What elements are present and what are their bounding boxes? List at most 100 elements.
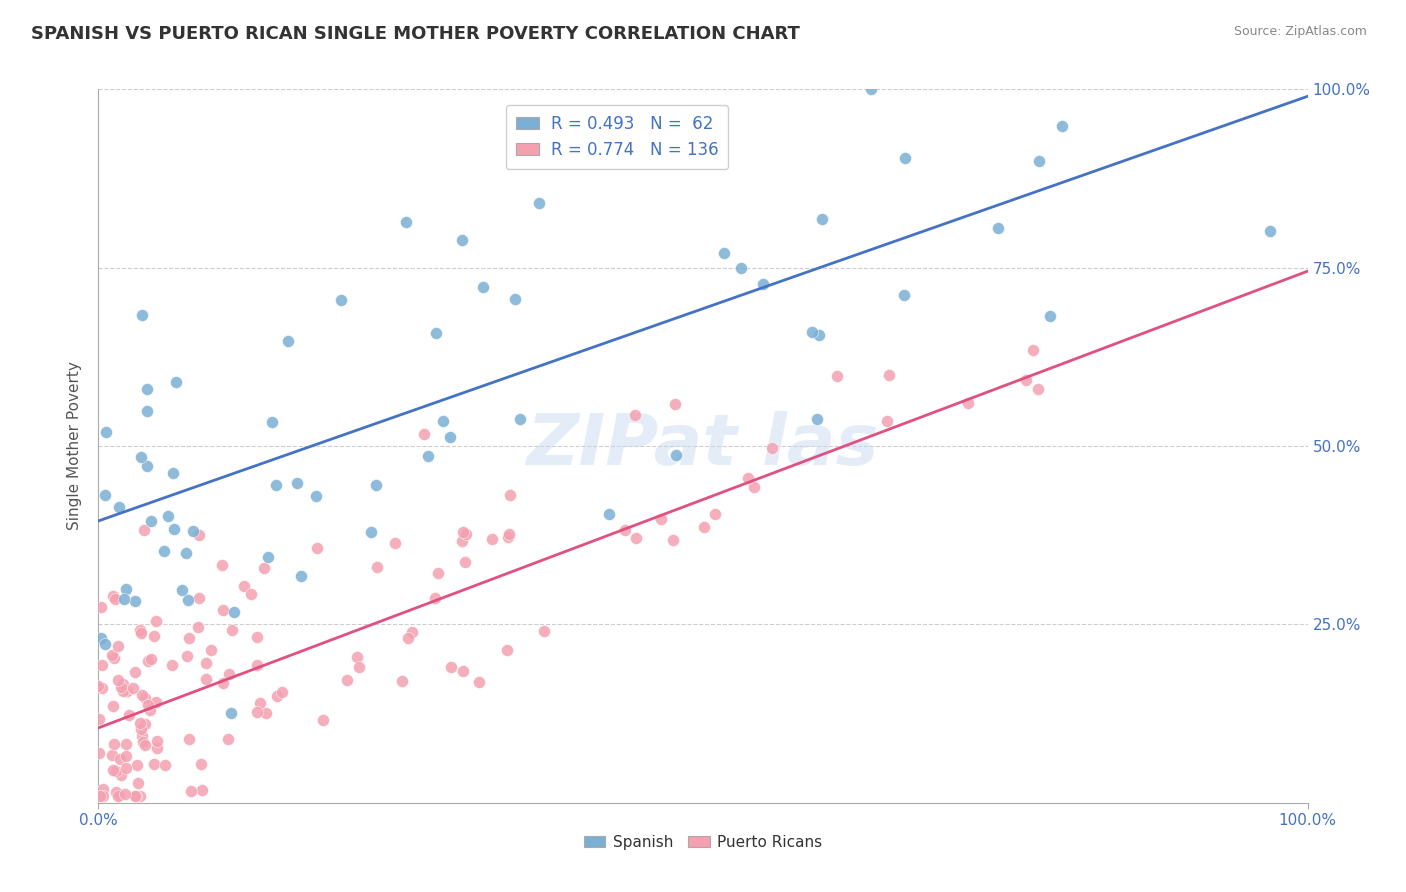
Point <box>142 629 165 643</box>
Point <box>104 592 127 607</box>
Point <box>124 594 146 608</box>
Point <box>481 532 503 546</box>
Point <box>454 555 477 569</box>
Point <box>472 279 495 293</box>
Point <box>533 624 555 638</box>
Point <box>188 528 211 542</box>
Point <box>364 477 387 491</box>
Point <box>221 623 243 637</box>
Point <box>115 737 138 751</box>
Point <box>467 675 489 690</box>
Point <box>153 544 176 558</box>
Text: SPANISH VS PUERTO RICAN SINGLE MOTHER POVERTY CORRELATION CHART: SPANISH VS PUERTO RICAN SINGLE MOTHER PO… <box>31 25 800 43</box>
Point <box>110 680 132 694</box>
Point <box>132 523 155 537</box>
Point <box>114 787 136 801</box>
Point <box>454 526 477 541</box>
Point <box>108 752 131 766</box>
Point <box>176 546 198 560</box>
Point <box>128 716 150 731</box>
Point <box>139 704 162 718</box>
Point <box>157 509 180 524</box>
Point <box>94 487 117 501</box>
Legend: Spanish, Puerto Ricans: Spanish, Puerto Ricans <box>578 829 828 855</box>
Point <box>451 664 474 678</box>
Point <box>266 690 288 704</box>
Point <box>122 681 145 696</box>
Point <box>418 449 440 463</box>
Point <box>115 761 138 775</box>
Point <box>177 631 200 645</box>
Point <box>395 214 418 228</box>
Point <box>124 665 146 680</box>
Point <box>432 414 454 428</box>
Point <box>187 591 209 605</box>
Point <box>105 764 128 778</box>
Point <box>246 630 269 644</box>
Point <box>131 626 153 640</box>
Point <box>894 151 917 165</box>
Point <box>249 696 271 710</box>
Point <box>112 677 135 691</box>
Point <box>141 651 163 665</box>
Point <box>187 620 209 634</box>
Point <box>181 524 204 539</box>
Point <box>439 430 461 444</box>
Point <box>135 382 157 396</box>
Point <box>87 679 110 693</box>
Point <box>190 756 212 771</box>
Point <box>107 673 129 688</box>
Point <box>124 789 146 803</box>
Point <box>91 658 114 673</box>
Point <box>312 713 335 727</box>
Point <box>860 82 883 96</box>
Point <box>91 782 114 797</box>
Point <box>1015 373 1038 387</box>
Text: Source: ZipAtlas.com: Source: ZipAtlas.com <box>1233 25 1367 38</box>
Point <box>219 706 242 721</box>
Point <box>987 221 1010 235</box>
Point <box>129 450 152 465</box>
Point <box>893 287 915 301</box>
Point <box>801 325 824 339</box>
Point <box>131 729 153 743</box>
Point <box>127 758 149 772</box>
Point <box>412 427 434 442</box>
Point <box>396 631 419 645</box>
Point <box>503 292 526 306</box>
Point <box>87 712 110 726</box>
Point <box>1028 153 1050 168</box>
Point <box>529 196 551 211</box>
Point <box>146 741 169 756</box>
Point <box>305 489 328 503</box>
Point <box>131 688 153 702</box>
Point <box>287 476 309 491</box>
Point <box>125 789 148 803</box>
Point <box>650 512 672 526</box>
Point <box>100 648 122 662</box>
Point <box>664 396 686 410</box>
Point <box>94 637 117 651</box>
Point <box>170 582 193 597</box>
Point <box>451 534 474 549</box>
Point <box>737 471 759 485</box>
Point <box>107 789 129 803</box>
Point <box>134 739 156 753</box>
Point <box>257 550 280 565</box>
Point <box>440 659 463 673</box>
Point <box>134 717 156 731</box>
Point <box>127 776 149 790</box>
Point <box>211 558 233 573</box>
Point <box>129 722 152 736</box>
Point <box>115 582 138 596</box>
Point <box>451 525 474 540</box>
Point <box>195 656 218 670</box>
Point <box>89 789 111 803</box>
Point <box>160 657 183 672</box>
Point <box>103 590 125 604</box>
Point <box>384 536 406 550</box>
Point <box>509 412 531 426</box>
Point <box>90 600 112 615</box>
Point <box>136 654 159 668</box>
Point <box>90 631 112 645</box>
